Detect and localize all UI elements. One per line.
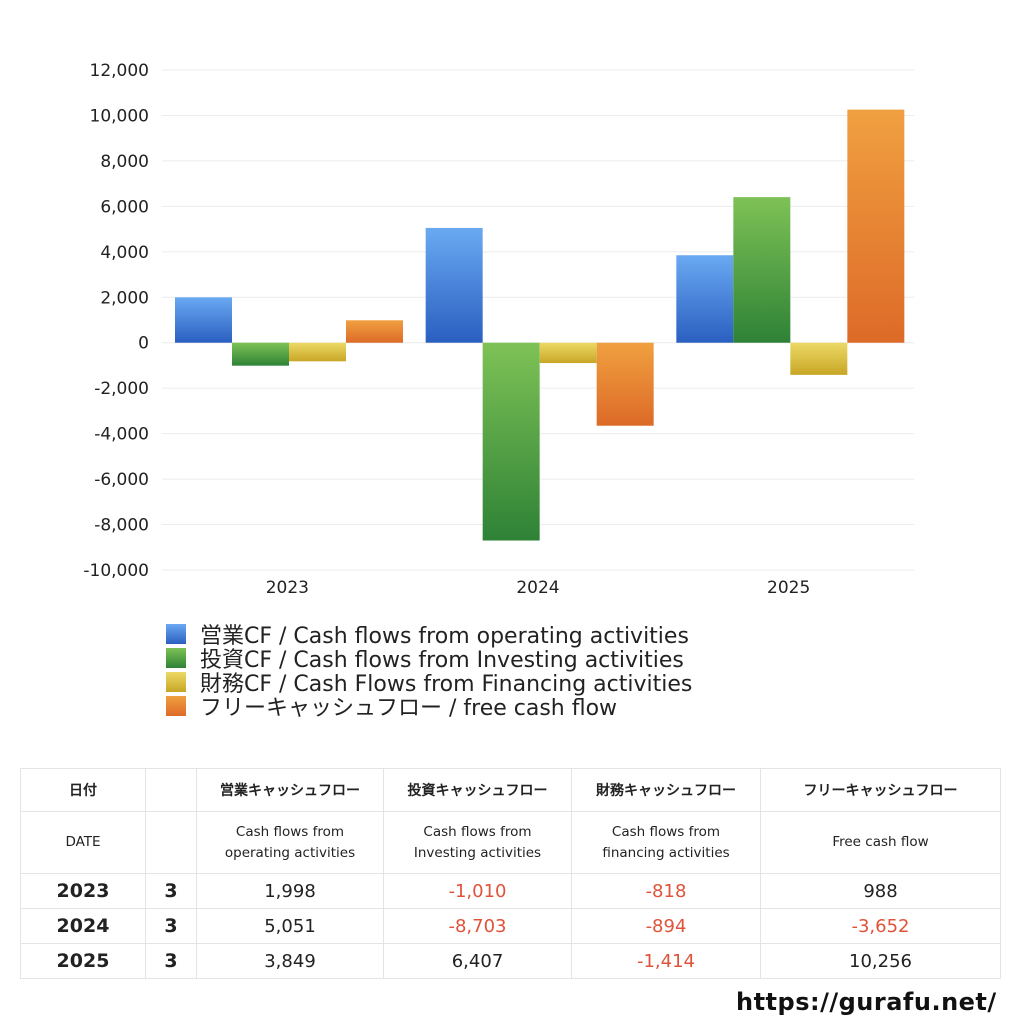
table-header-jp: 日付 営業キャッシュフロー 投資キャッシュフロー 財務キャッシュフロー フリーキ… (20, 768, 1001, 812)
bar-investing-2024 (482, 342, 540, 541)
cell-investing: 6,407 (383, 943, 572, 979)
x-tick-label: 2025 (767, 578, 810, 598)
y-tick-label: -8,000 (94, 516, 149, 536)
legend-label: 財務CF / Cash Flows from Financing activit… (200, 672, 693, 697)
bar-free-2025 (847, 109, 905, 343)
header-free-jp: フリーキャッシュフロー (760, 768, 1001, 812)
row-year: 2023 (20, 873, 146, 909)
cell-operating: 3,849 (196, 943, 384, 979)
legend-item-investing: 投資CF / Cash flows from Investing activit… (166, 646, 692, 673)
bar-operating-2024 (425, 227, 483, 343)
legend-item-financing: 財務CF / Cash Flows from Financing activit… (166, 670, 692, 697)
cell-operating: 5,051 (196, 908, 384, 944)
cell-financing: -1,414 (571, 943, 761, 979)
y-tick-label: 2,000 (100, 288, 149, 308)
y-tick-label: 12,000 (90, 61, 149, 81)
cell-free: -3,652 (760, 908, 1001, 944)
y-tick-label: -2,000 (94, 379, 149, 399)
header-date-jp: 日付 (20, 768, 146, 812)
legend-swatch-free (166, 696, 186, 716)
legend-item-operating: 営業CF / Cash flows from operating activit… (166, 622, 692, 649)
header-investing-en: Cash flows from Investing activities (383, 811, 572, 874)
legend-label: フリーキャッシュフロー / free cash flow (200, 696, 618, 721)
row-month: 3 (145, 943, 197, 979)
y-tick-label: -6,000 (94, 470, 149, 490)
bars (175, 109, 905, 541)
x-tick-label: 2024 (516, 578, 559, 598)
bar-operating-2023 (175, 297, 232, 343)
legend-swatch-operating (166, 624, 186, 644)
y-axis: 12,000 10,000 8,000 6,000 4,000 2,000 0 -2,000 -… (83, 61, 149, 581)
y-tick-label: 4,000 (100, 243, 149, 263)
bar-free-2023 (346, 320, 403, 343)
legend-swatch-financing (166, 672, 186, 692)
bar-financing-2024 (539, 342, 597, 364)
header-date-en: DATE (20, 811, 146, 874)
cell-investing: -1,010 (383, 873, 572, 909)
x-axis: 2023 2024 2025 (266, 578, 811, 598)
bar-operating-2025 (676, 255, 734, 343)
legend-label: 投資CF / Cash flows from Investing activit… (200, 648, 684, 673)
bar-free-2024 (596, 342, 654, 426)
table-row: 2023 3 1,998 -1,010 -818 988 (20, 873, 1001, 909)
site-url[interactable]: https://gurafu.net/ (736, 988, 997, 1016)
table-row: 2024 3 5,051 -8,703 -894 -3,652 (20, 908, 1001, 944)
y-tick-label: -4,000 (94, 425, 149, 445)
cell-investing: -8,703 (383, 908, 572, 944)
header-month-en (145, 811, 197, 874)
cash-flow-bar-chart: 12,000 10,000 8,000 6,000 4,000 2,000 0 -2,000 -… (83, 61, 914, 598)
header-investing-jp: 投資キャッシュフロー (383, 768, 572, 812)
table-row: 2025 3 3,849 6,407 -1,414 10,256 (20, 943, 1001, 979)
bar-investing-2023 (232, 342, 289, 366)
header-financing-en: Cash flows from financing activities (571, 811, 761, 874)
row-month: 3 (145, 873, 197, 909)
row-year: 2025 (20, 943, 146, 979)
y-tick-label: 0 (138, 334, 149, 354)
bar-financing-2023 (289, 342, 346, 362)
cell-operating: 1,998 (196, 873, 384, 909)
cell-free: 988 (760, 873, 1001, 909)
row-year: 2024 (20, 908, 146, 944)
cash-flow-table: 日付 営業キャッシュフロー 投資キャッシュフロー 財務キャッシュフロー フリーキ… (20, 768, 1001, 979)
chart-legend: 営業CF / Cash flows from operating activit… (166, 622, 692, 721)
y-tick-label: 8,000 (100, 152, 149, 172)
cell-financing: -894 (571, 908, 761, 944)
x-tick-label: 2023 (266, 578, 309, 598)
table-header-en: DATE Cash flows from operating activitie… (20, 811, 1001, 874)
bar-investing-2025 (733, 197, 791, 343)
header-month-jp (145, 768, 197, 812)
y-tick-label: 10,000 (90, 106, 149, 126)
cell-free: 10,256 (760, 943, 1001, 979)
legend-item-free: フリーキャッシュフロー / free cash flow (166, 694, 692, 721)
legend-swatch-investing (166, 648, 186, 668)
y-tick-label: -10,000 (83, 561, 149, 581)
legend-label: 営業CF / Cash flows from operating activit… (200, 624, 689, 649)
header-operating-en: Cash flows from operating activities (196, 811, 384, 874)
header-operating-jp: 営業キャッシュフロー (196, 768, 384, 812)
cell-financing: -818 (571, 873, 761, 909)
row-month: 3 (145, 908, 197, 944)
header-financing-jp: 財務キャッシュフロー (571, 768, 761, 812)
y-tick-label: 6,000 (100, 197, 149, 217)
header-free-en: Free cash flow (760, 811, 1001, 874)
bar-financing-2025 (790, 342, 848, 375)
